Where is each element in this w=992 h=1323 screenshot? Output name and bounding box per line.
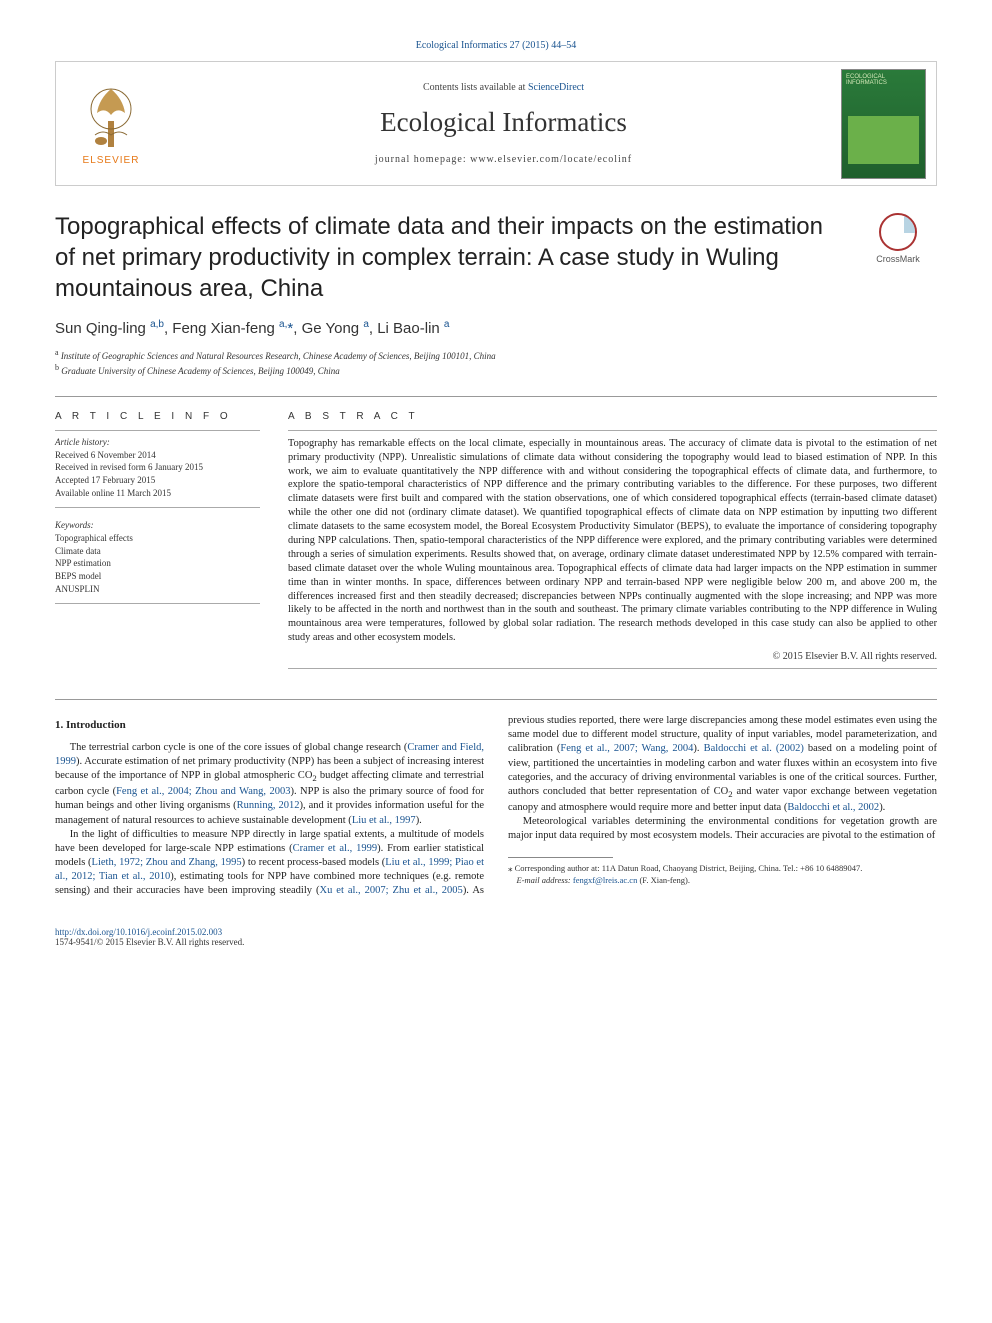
abstract-col: A B S T R A C T Topography has remarkabl… bbox=[288, 411, 937, 675]
affil-text: Institute of Geographic Sciences and Nat… bbox=[61, 351, 496, 361]
history-line: Accepted 17 February 2015 bbox=[55, 474, 260, 487]
cover-image-placeholder bbox=[848, 116, 919, 164]
elsevier-tree-icon bbox=[81, 81, 141, 151]
running-head-citation: Ecological Informatics 27 (2015) 44–54 bbox=[55, 40, 937, 51]
email-link[interactable]: fengxf@lreis.ac.cn bbox=[573, 875, 637, 885]
t: The terrestrial carbon cycle is one of t… bbox=[70, 742, 408, 753]
cover-title-text: ECOLOGICAL INFORMATICS bbox=[846, 74, 925, 86]
keyword: BEPS model bbox=[55, 570, 260, 583]
crossmark-label: CrossMark bbox=[859, 254, 937, 264]
keyword: Topographical effects bbox=[55, 532, 260, 545]
doi-link[interactable]: http://dx.doi.org/10.1016/j.ecoinf.2015.… bbox=[55, 927, 222, 937]
abstract-text: Topography has remarkable effects on the… bbox=[288, 437, 937, 645]
crossmark-icon bbox=[879, 213, 917, 251]
keywords-label: Keywords: bbox=[55, 520, 260, 530]
citation-link[interactable]: Ecological Informatics 27 (2015) 44–54 bbox=[416, 40, 577, 51]
ref-link[interactable]: 1972; Zhou and Zhang, 1995 bbox=[119, 857, 242, 868]
history-line: Received in revised form 6 January 2015 bbox=[55, 461, 260, 474]
t: ). bbox=[416, 815, 422, 826]
history-label: Article history: bbox=[55, 437, 260, 447]
title-row: Topographical effects of climate data an… bbox=[55, 211, 937, 305]
keyword: NPP estimation bbox=[55, 557, 260, 570]
email-line: E-mail address: fengxf@lreis.ac.cn (F. X… bbox=[508, 875, 937, 886]
masthead-center: Contents lists available at ScienceDirec… bbox=[166, 74, 841, 173]
body-paragraph: The terrestrial carbon cycle is one of t… bbox=[55, 741, 484, 828]
ref-link[interactable]: Running, 2012 bbox=[237, 800, 300, 811]
ref-link[interactable]: Cramer et al., 1999 bbox=[293, 843, 378, 854]
contents-prefix: Contents lists available at bbox=[423, 82, 528, 93]
homepage-url: www.elsevier.com/locate/ecolinf bbox=[470, 154, 632, 165]
affil-sup: b bbox=[55, 363, 59, 372]
history-line: Received 6 November 2014 bbox=[55, 449, 260, 462]
affil-text: Graduate University of Chinese Academy o… bbox=[61, 366, 340, 376]
journal-homepage-line: journal homepage: www.elsevier.com/locat… bbox=[166, 154, 841, 165]
history-line: Available online 11 March 2015 bbox=[55, 487, 260, 500]
footnote-text: Corresponding author at: 11A Datun Road,… bbox=[513, 863, 863, 873]
homepage-prefix: journal homepage: bbox=[375, 154, 470, 165]
ref-link[interactable]: Baldocchi et al., 2002 bbox=[787, 802, 879, 813]
corresponding-author-note: ⁎ Corresponding author at: 11A Datun Roa… bbox=[508, 863, 937, 875]
info-sub-rule bbox=[55, 507, 260, 508]
footnote-block: ⁎ Corresponding author at: 11A Datun Roa… bbox=[508, 863, 937, 886]
info-abstract-row: A R T I C L E I N F O Article history: R… bbox=[55, 411, 937, 675]
abstract-sub-rule bbox=[288, 430, 937, 431]
article-info-col: A R T I C L E I N F O Article history: R… bbox=[55, 411, 260, 675]
journal-cover-thumbnail: ECOLOGICAL INFORMATICS bbox=[841, 69, 926, 179]
affiliation: a Institute of Geographic Sciences and N… bbox=[55, 347, 937, 363]
ref-link[interactable]: Xu et al., 2007; Zhu et al., 2005 bbox=[319, 885, 462, 896]
journal-name: Ecological Informatics bbox=[166, 107, 841, 138]
affiliation: b Graduate University of Chinese Academy… bbox=[55, 362, 937, 378]
ref-link[interactable]: Baldocchi et al. (2002) bbox=[704, 743, 804, 754]
footnote-rule bbox=[508, 857, 613, 858]
email-suffix: (F. Xian-feng). bbox=[637, 875, 690, 885]
keyword: ANUSPLIN bbox=[55, 583, 260, 596]
article-title: Topographical effects of climate data an… bbox=[55, 211, 849, 305]
ref-link[interactable]: Liu et al., 1997 bbox=[352, 815, 416, 826]
elsevier-label: ELSEVIER bbox=[83, 155, 140, 166]
article-info-heading: A R T I C L E I N F O bbox=[55, 411, 260, 422]
section-heading: 1. Introduction bbox=[55, 718, 484, 733]
affil-sup: a bbox=[55, 348, 59, 357]
body-two-column: 1. Introduction The terrestrial carbon c… bbox=[55, 714, 937, 898]
journal-masthead: ELSEVIER Contents lists available at Sci… bbox=[55, 61, 937, 186]
affiliations-block: a Institute of Geographic Sciences and N… bbox=[55, 347, 937, 378]
authors-line: Sun Qing-ling a,b, Feng Xian-feng a,*, G… bbox=[55, 319, 937, 337]
abstract-heading: A B S T R A C T bbox=[288, 411, 937, 422]
info-sub-rule bbox=[55, 430, 260, 431]
ref-link[interactable]: Feng et al., 2004; Zhou and Wang, 2003 bbox=[116, 786, 290, 797]
crossmark-badge[interactable]: CrossMark bbox=[859, 213, 937, 264]
body-paragraph: Meteorological variables determining the… bbox=[508, 815, 937, 843]
horizontal-rule bbox=[55, 396, 937, 397]
sciencedirect-link[interactable]: ScienceDirect bbox=[528, 82, 584, 93]
keywords-block: Keywords: Topographical effects Climate … bbox=[55, 520, 260, 595]
contents-lists-line: Contents lists available at ScienceDirec… bbox=[166, 82, 841, 93]
info-sub-rule bbox=[55, 603, 260, 604]
page-root: Ecological Informatics 27 (2015) 44–54 E… bbox=[0, 0, 992, 977]
t: ) to recent process-based models ( bbox=[242, 857, 386, 868]
horizontal-rule bbox=[55, 699, 937, 700]
elsevier-logo: ELSEVIER bbox=[56, 61, 166, 186]
abstract-copyright: © 2015 Elsevier B.V. All rights reserved… bbox=[288, 651, 937, 662]
issn-copyright-line: 1574-9541/© 2015 Elsevier B.V. All right… bbox=[55, 937, 937, 947]
abstract-sub-rule bbox=[288, 668, 937, 669]
t: ). bbox=[693, 743, 703, 754]
email-label: E-mail address: bbox=[517, 875, 573, 885]
page-footer: http://dx.doi.org/10.1016/j.ecoinf.2015.… bbox=[55, 927, 937, 947]
ref-link[interactable]: Lieth, bbox=[92, 857, 117, 868]
ref-link[interactable]: Feng et al., 2007; Wang, 2004 bbox=[560, 743, 693, 754]
t: ). bbox=[879, 802, 885, 813]
keyword: Climate data bbox=[55, 545, 260, 558]
